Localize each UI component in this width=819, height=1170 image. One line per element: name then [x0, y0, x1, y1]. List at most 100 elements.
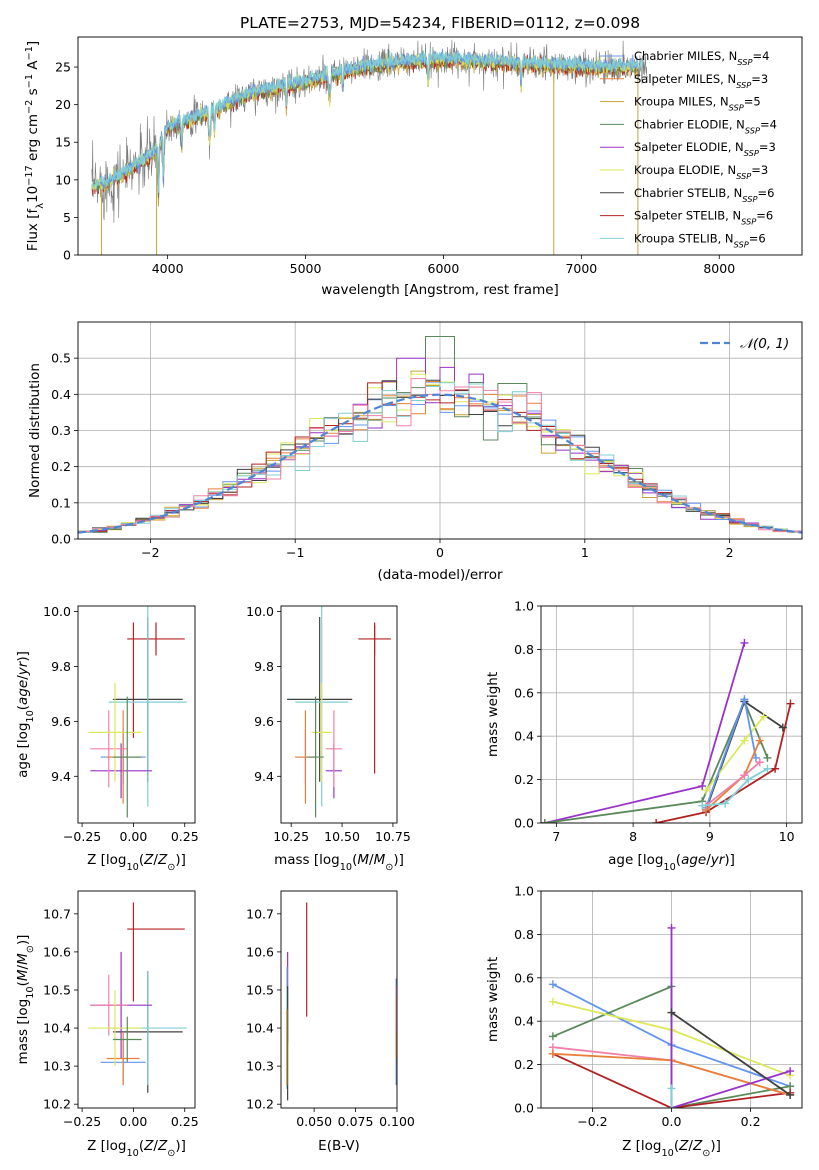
x-tick-label: 10	[779, 829, 795, 844]
weight-marker	[744, 775, 753, 784]
mass_vs_Z-errorbars	[88, 902, 187, 1093]
y-tick-label: 10.3	[246, 1059, 274, 1074]
y-tick-label: 10.0	[246, 604, 274, 619]
y-axis-label: Normed distribution	[27, 363, 43, 498]
chart-title: PLATE=2753, MJD=54234, FIBERID=0112, z=0…	[240, 14, 640, 32]
histogram-group	[78, 336, 802, 539]
weight-marker	[667, 1008, 676, 1017]
x-tick-label: −0.25	[63, 829, 101, 844]
y-tick-label: 0.4	[514, 1014, 534, 1029]
x-tick-label: 10.25	[273, 829, 309, 844]
weight-marker	[548, 997, 557, 1006]
x-tick-label: 0.100	[379, 1114, 415, 1129]
mass_vs_Z-frame	[77, 890, 196, 1109]
x-axis-label: (data-model)/error	[377, 567, 503, 583]
weight-marker	[763, 753, 772, 762]
y-tick-label: 0.5	[51, 351, 71, 366]
legend-label: Salpeter STELIB, NSSP=6	[634, 209, 773, 227]
y-tick-label: 10.6	[43, 944, 71, 959]
weight-marker	[541, 819, 549, 823]
y-tick-label: 10.4	[246, 1021, 274, 1036]
legend-label: Chabrier MILES, NSSP=4	[634, 49, 769, 67]
legend-label: Kroupa ELODIE, NSSP=3	[634, 163, 768, 181]
weight-marker	[698, 801, 707, 810]
residuals-frame	[77, 321, 803, 540]
y-tick-label: 15	[55, 135, 71, 150]
y-axis-label: Flux [fλ10−17 erg cm−2 s−1 A−1]	[24, 41, 46, 251]
weight-marker	[740, 695, 749, 704]
weight-line	[552, 1052, 791, 1108]
weight-marker	[548, 1032, 557, 1041]
mass_vs_Z-axes	[74, 913, 186, 1112]
y-tick-label: 9.4	[254, 769, 274, 784]
weight-marker	[786, 1067, 795, 1076]
y-tick-label: 10.2	[43, 1097, 71, 1112]
mass_vs_ebv-errorbars	[286, 902, 397, 1101]
x-tick-label: 0.075	[338, 1114, 374, 1129]
age_vs_Z-axes	[74, 611, 186, 827]
y-tick-label: 9.8	[254, 659, 274, 674]
legend-label: 𝒩(0, 1)	[740, 336, 789, 352]
x-tick-label: −2	[141, 545, 159, 560]
y-tick-label: 20	[55, 97, 71, 112]
weight_vs_Z-lines	[548, 923, 795, 1108]
weight-marker	[771, 764, 780, 773]
x-axis-label: E(B-V)	[318, 1138, 360, 1154]
y-axis-label: age [log10(age/yr)]	[15, 651, 36, 778]
y-tick-label: 9.4	[51, 769, 71, 784]
weight-line	[702, 768, 768, 807]
y-tick-label: 10.6	[246, 944, 274, 959]
weight-marker	[786, 1090, 795, 1099]
legend-label: Chabrier STELIB, NSSP=6	[634, 186, 774, 204]
y-tick-label: 10.5	[246, 982, 274, 997]
weight-marker	[548, 1049, 557, 1058]
age_vs_Z-errorbars	[88, 606, 187, 818]
y-tick-label: 1.0	[514, 599, 534, 614]
weight_vs_Z-frame	[540, 890, 803, 1109]
weight-marker	[755, 736, 764, 745]
y-tick-label: 0.0	[514, 816, 534, 831]
y-tick-label: 0.2	[51, 459, 71, 474]
y-tick-label: 0.2	[514, 1057, 534, 1072]
weight-line	[655, 703, 792, 823]
y-tick-label: 0.2	[514, 772, 534, 787]
y-tick-label: 5	[63, 210, 71, 225]
x-tick-label: 0.25	[171, 1114, 199, 1129]
x-tick-label: 8000	[703, 261, 735, 276]
x-tick-label: −1	[286, 545, 304, 560]
y-tick-label: 0.6	[514, 685, 534, 700]
spectrum-frame	[77, 36, 803, 256]
x-axis-label: Z [log10(Z/Z⊙)]	[87, 1138, 186, 1159]
x-tick-label: 7000	[565, 261, 597, 276]
weight-line	[544, 699, 769, 823]
y-tick-label: 10.2	[246, 1097, 274, 1112]
weight-marker	[759, 712, 768, 721]
weight-marker	[667, 1104, 676, 1108]
weight-line	[544, 642, 746, 823]
legend-label: Kroupa STELIB, NSSP=6	[634, 231, 766, 249]
y-tick-label: 10.3	[43, 1059, 71, 1074]
legend-label: Salpeter MILES, NSSP=3	[634, 72, 768, 90]
y-tick-label: 0.3	[51, 423, 71, 438]
y-axis-label: mass weight	[485, 672, 501, 757]
legend-label: Kroupa MILES, NSSP=5	[634, 95, 761, 113]
age_vs_mass-errorbars	[287, 606, 391, 818]
weight-marker	[740, 638, 749, 647]
y-tick-label: 0.4	[514, 729, 534, 744]
x-tick-label: −0.25	[63, 1114, 101, 1129]
weight-marker	[786, 699, 795, 708]
y-tick-label: 25	[55, 60, 71, 75]
weight_vs_age-frame	[540, 605, 803, 824]
y-tick-label: 10.4	[43, 1021, 71, 1036]
age_vs_mass-frame	[280, 605, 398, 824]
age_vs_mass-axes	[277, 611, 394, 827]
legend-label: Chabrier ELODIE, NSSP=4	[634, 117, 777, 135]
y-tick-label: 0	[63, 248, 71, 263]
y-tick-label: 10.0	[43, 604, 71, 619]
y-tick-label: 10	[55, 172, 71, 187]
y-tick-label: 10.5	[43, 982, 71, 997]
x-axis-label: wavelength [Angstrom, rest frame]	[321, 282, 559, 298]
weight-line	[705, 700, 784, 811]
spectrum-axes	[74, 66, 720, 259]
y-tick-label: 0.0	[514, 1101, 534, 1116]
